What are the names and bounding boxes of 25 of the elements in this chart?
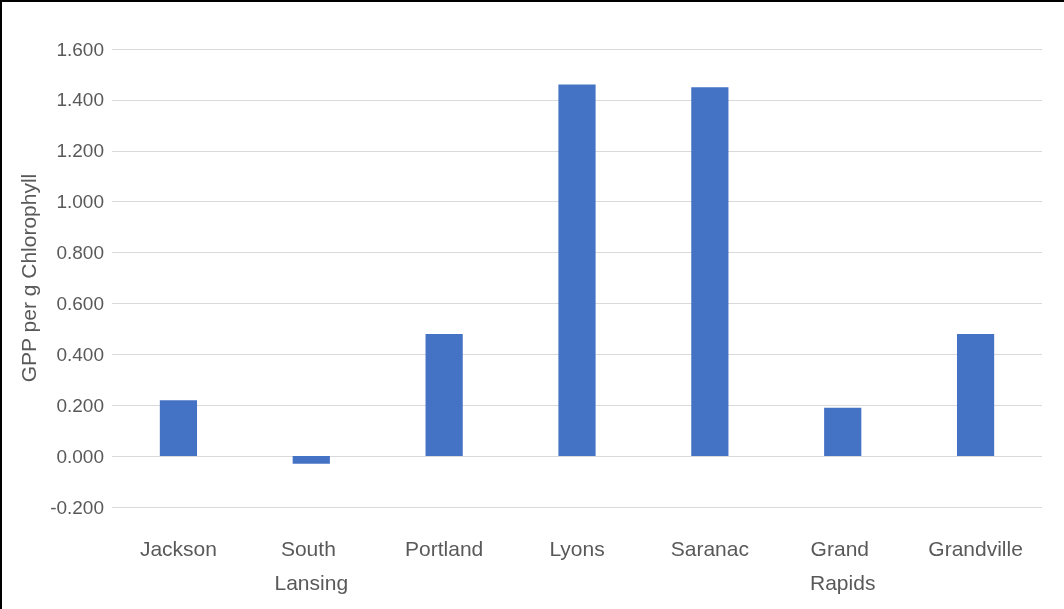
y-axis-title: GPP per g Chlorophyll xyxy=(17,173,41,383)
bar xyxy=(824,407,862,457)
y-tick-label: 0.600 xyxy=(56,292,104,314)
bar xyxy=(956,333,995,457)
x-tick-label: Grand Rapids xyxy=(810,536,876,594)
bar xyxy=(691,87,729,457)
x-tick-label: Jackson xyxy=(139,536,217,560)
bar xyxy=(425,333,463,457)
y-tick-label: 0.800 xyxy=(56,242,104,264)
bar xyxy=(159,400,198,457)
x-tick-label: Lyons xyxy=(549,536,605,560)
y-tick-label: 1.000 xyxy=(56,191,104,213)
y-tick-label: 1.400 xyxy=(56,89,104,111)
x-tick-label: South Lansing xyxy=(274,536,349,594)
x-tick-label: Portland xyxy=(405,536,484,560)
y-tick-label: 0.000 xyxy=(56,445,104,467)
bar xyxy=(558,84,596,457)
y-tick-label: -0.200 xyxy=(50,496,104,518)
y-tick-label: 0.200 xyxy=(56,394,104,416)
y-tick-label: 1.200 xyxy=(56,140,104,162)
x-tick-label: Saranac xyxy=(670,536,749,560)
bar xyxy=(292,456,330,464)
x-tick-label: Grandville xyxy=(928,536,1023,560)
y-tick-label: 0.400 xyxy=(56,343,104,365)
y-tick-label: 1.600 xyxy=(56,38,104,60)
